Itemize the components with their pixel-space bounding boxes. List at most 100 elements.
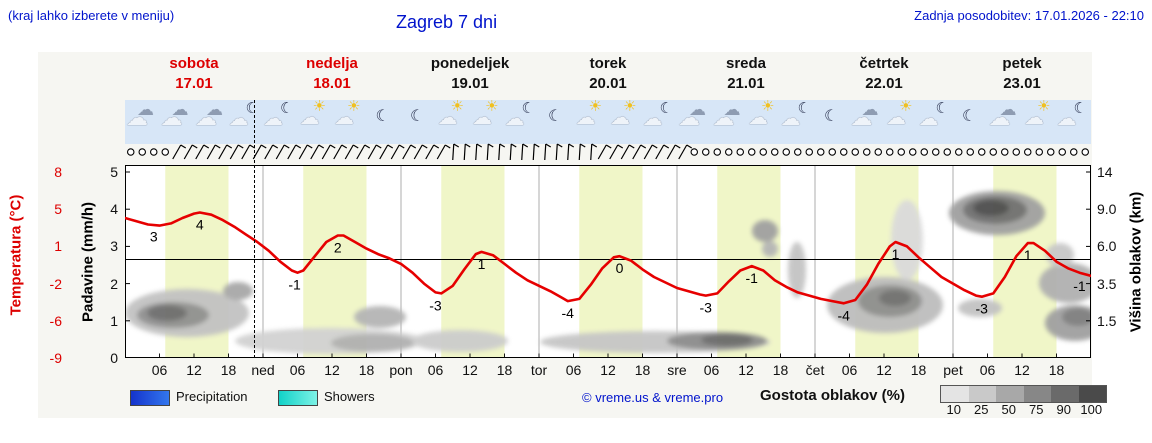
day-abbr-label: čet (805, 362, 825, 378)
cloud-height-tick: 14 (1097, 164, 1113, 180)
sun-cloud-glyph: ☁ (610, 107, 630, 129)
clouds-icon: ☁ ☁ (677, 100, 711, 144)
moon-cloud-glyph: ☾ (797, 100, 811, 117)
temperature-value-label: -4 (562, 305, 575, 321)
moon-cloud-glyph: ☾ (280, 100, 294, 117)
density-tick-label: 75 (1029, 402, 1044, 417)
weather-icon-strip: ☁ ☁ ☁ ☁ ☁ ☁ ☾ ☁ ☾ ☁ ☀ ☁ ☀ ☁ ☾ ☾ ☀ ☁ ☀ ☁ ☾ ☁ ☾ ☀ ☁ ☀ ☁ ☾ ☁ ☁ ☁ ☁ ☁ ☀ ☁ ☾ ☁ ☾ ☁ ☁… (125, 98, 1091, 144)
clouds-icon: ☁ ☁ (160, 100, 194, 144)
calm-wind-circle (862, 148, 871, 156)
wind-barb (298, 144, 313, 160)
moon-cloud-glyph: ☾ (935, 100, 949, 117)
day-name: ponedeljek (430, 55, 510, 72)
cloud-blob (891, 200, 923, 280)
hour-tick-label: 12 (186, 362, 202, 378)
cloud-height-tick: 6.0 (1097, 238, 1117, 255)
cloud-blob (752, 220, 778, 242)
day-name: torek (589, 55, 627, 72)
calm-wind-circle (747, 148, 756, 156)
day-header: ponedeljek 19.01 (401, 54, 539, 94)
clouds-icon: ☁ ☁ (712, 100, 746, 144)
sun-cloud-glyph: ☀ (899, 98, 913, 115)
wind-barb (310, 144, 325, 160)
cloud-height-tick: 3.5 (1097, 275, 1117, 292)
calm-wind-circle (897, 148, 905, 156)
sun-cloud-glyph: ☀ (623, 98, 637, 115)
calm-wind-circle (839, 148, 848, 156)
temperature-value-label: -1 (1073, 278, 1086, 294)
moon-glyph: ☾ (410, 108, 425, 125)
copyright-link[interactable]: © vreme.us & vreme.pro (582, 390, 724, 405)
wind-barb (620, 144, 635, 160)
location-menu-hint: (kraj lahko izberete v meniju) (8, 8, 175, 23)
hour-tick-label: 06 (565, 362, 582, 378)
day-date: 23.01 (1003, 75, 1041, 92)
day-header: sreda 21.01 (677, 54, 815, 94)
sun-cloud-glyph: ☁ (575, 107, 596, 129)
calm-wind-circle (138, 148, 147, 156)
temperature-tick: 8 (54, 164, 62, 180)
wind-barb (498, 143, 506, 161)
daylight-band (441, 166, 505, 357)
day-abbr-label: pet (943, 362, 963, 378)
day-date: 20.01 (589, 75, 627, 92)
moon-cloud-glyph: ☁ (1056, 108, 1077, 130)
moon-cloud-icon: ☾ ☁ (229, 100, 263, 144)
sun-cloud-glyph: ☀ (312, 98, 326, 115)
wind-barb (344, 144, 359, 160)
day-header: nedelja 18.01 (263, 54, 401, 94)
calm-wind-circle (736, 148, 744, 156)
moon-cloud-glyph: ☁ (228, 108, 249, 130)
precipitation-tick: 5 (110, 164, 118, 180)
temperature-tick: 1 (54, 238, 62, 255)
day-name: nedelja (306, 55, 358, 72)
temperature-tick: -9 (49, 350, 62, 366)
wind-barb (218, 144, 233, 160)
calm-wind-circle (793, 148, 802, 156)
density-tick-label: 100 (1080, 402, 1103, 417)
day-header: četrtek 22.01 (815, 54, 953, 94)
density-swatch (1078, 386, 1106, 402)
last-updated: Zadnja posodobitev: 17.01.2026 - 22:10 (914, 8, 1144, 23)
wind-barb (666, 144, 681, 160)
calm-wind-circle (1000, 148, 1009, 156)
wind-barb (555, 143, 563, 161)
calm-wind-circle (954, 148, 963, 156)
calm-wind-circle (908, 148, 917, 156)
wind-barb (632, 144, 647, 160)
hour-tick-label: 06 (979, 362, 996, 378)
clouds-glyph: ☁ (678, 105, 700, 130)
cloud-blob (223, 282, 253, 300)
moon-cloud-icon: ☾ ☁ (1057, 100, 1091, 144)
hour-tick-label: 18 (1048, 362, 1065, 378)
wind-barb (452, 143, 460, 161)
sun-cloud-glyph: ☁ (334, 107, 354, 129)
sun-cloud-glyph: ☁ (299, 107, 320, 129)
cloud-blob (701, 334, 753, 346)
hour-tick-label: 18 (220, 362, 237, 378)
moon-glyph: ☾ (375, 108, 390, 125)
clouds-icon: ☁ ☁ (850, 100, 884, 144)
temperature-value-label: -3 (700, 300, 713, 316)
wind-barb (172, 144, 187, 160)
wind-barb (544, 143, 552, 161)
clouds-glyph: ☁ (712, 105, 735, 130)
hour-tick-label: 12 (876, 362, 892, 378)
calm-wind-circle (805, 148, 813, 156)
clouds-icon: ☁ ☁ (988, 100, 1022, 144)
sun-cloud-icon: ☀ ☁ (746, 99, 780, 144)
cloud-density-legend-title: Gostota oblakov (%) (760, 387, 906, 404)
clouds-glyph: ☁ (689, 100, 706, 119)
density-tick-label: 90 (1056, 402, 1071, 417)
sun-cloud-icon: ☀ ☁ (1022, 99, 1056, 144)
wind-barb (379, 144, 394, 160)
cloud-blob (958, 299, 1002, 317)
hour-tick-label: 18 (496, 362, 513, 378)
day-date: 21.01 (727, 75, 765, 92)
clouds-glyph: ☁ (126, 105, 148, 130)
calm-wind-circle (690, 148, 698, 156)
hour-tick-label: 12 (738, 362, 754, 378)
calm-wind-circle (885, 148, 894, 156)
temperature-tick: -6 (49, 312, 62, 329)
daylight-band (717, 166, 781, 357)
